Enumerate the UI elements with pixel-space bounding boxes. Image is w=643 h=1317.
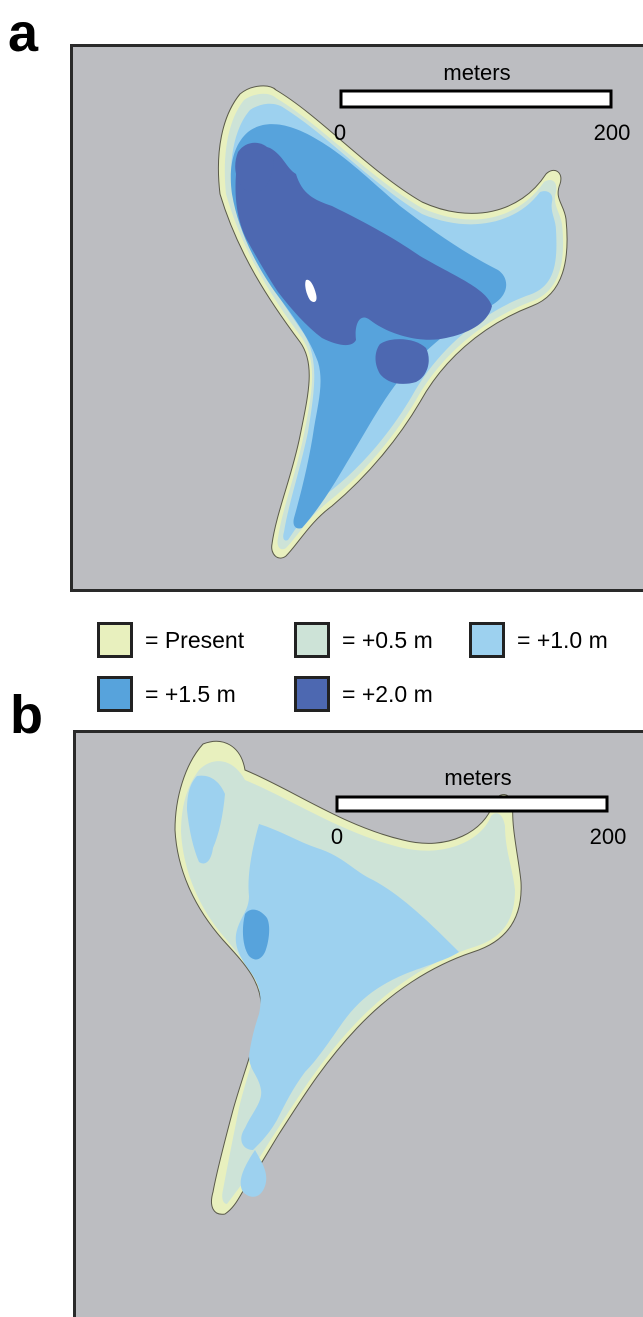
legend-item-plus-2-0m: = +2.0 m: [294, 676, 433, 712]
zone-plus-2-0m-south-a: [375, 339, 429, 384]
zone-plus-1-0m-west-b: [187, 775, 225, 864]
legend-label-plus-0-5m: = +0.5 m: [342, 626, 433, 653]
legend-label-plus-1-5m: = +1.5 m: [145, 680, 236, 707]
map-panel-a: meters 0 200: [70, 44, 643, 592]
legend-swatch-plus-0-5m: [294, 622, 330, 658]
highest-point-a: [305, 279, 317, 302]
panel-b-letter: b: [10, 685, 43, 745]
zone-plus-1-5m-b: [242, 909, 270, 960]
legend-label-plus-1-0m: = +1.0 m: [517, 626, 608, 653]
scale-bar-max-b: 200: [590, 824, 627, 849]
scale-bar-title-b: meters: [444, 765, 511, 790]
legend-swatch-plus-1-5m: [97, 676, 133, 712]
scale-bar-min-b: 0: [331, 824, 343, 849]
legend-swatch-plus-2-0m: [294, 676, 330, 712]
panel-a-letter: a: [8, 3, 39, 63]
zone-plus-2-0m-lobe-a: [235, 142, 274, 193]
legend-label-plus-2-0m: = +2.0 m: [342, 680, 433, 707]
legend-item-present: = Present: [97, 622, 244, 658]
scale-bar-title-a: meters: [443, 60, 510, 85]
scale-bar-a: [339, 89, 613, 109]
zone-plus-1-0m-main-b: [235, 824, 459, 1150]
legend-item-plus-0-5m: = +0.5 m: [294, 622, 433, 658]
scale-bar-min-a: 0: [334, 120, 346, 145]
map-panel-b: meters 0 200: [73, 730, 643, 1317]
legend-swatch-plus-1-0m: [469, 622, 505, 658]
legend-item-plus-1-5m: = +1.5 m: [97, 676, 236, 712]
zone-plus-2-0m-main-a: [235, 146, 492, 346]
scale-bar-b: [335, 795, 609, 813]
zone-plus-1-0m-south-b: [240, 1150, 267, 1197]
legend-item-plus-1-0m: = +1.0 m: [469, 622, 608, 658]
legend-swatch-present: [97, 622, 133, 658]
legend-label-present: = Present: [145, 626, 245, 653]
scale-bar-max-a: 200: [594, 120, 631, 145]
